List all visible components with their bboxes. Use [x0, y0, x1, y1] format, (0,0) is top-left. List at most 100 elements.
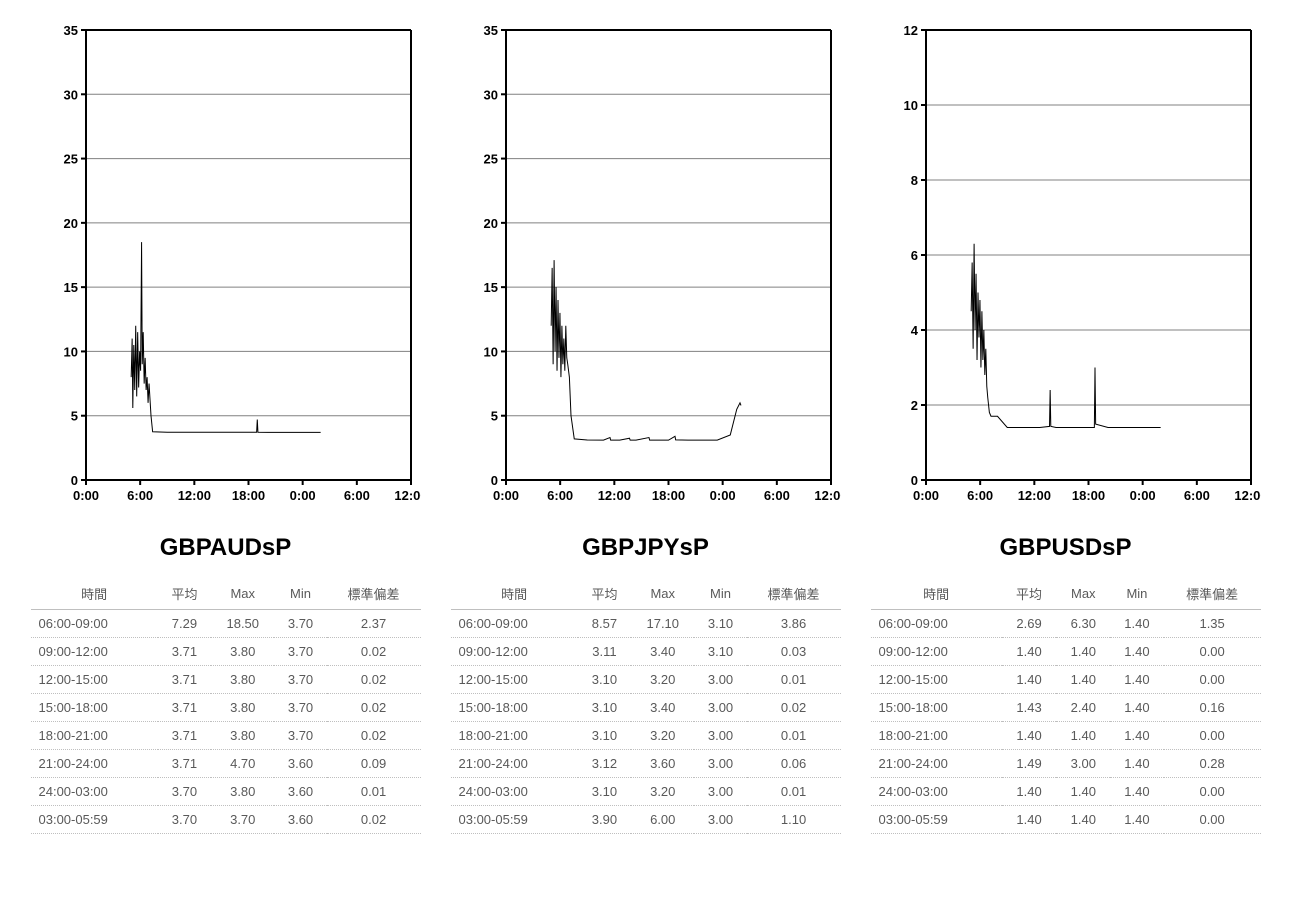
cell: 3.20	[631, 722, 694, 750]
table-row: 09:00-12:003.713.803.700.02	[31, 638, 421, 666]
chart-svg: 051015202530350:006:0012:0018:000:006:00…	[31, 20, 421, 520]
cell: 15:00-18:00	[871, 694, 1002, 722]
cell: 3.80	[211, 722, 274, 750]
x-tick-label: 6:00	[967, 488, 993, 503]
cell: 4.70	[211, 750, 274, 778]
x-tick-label: 12:00	[177, 488, 210, 503]
cell: 06:00-09:00	[31, 610, 158, 638]
table-row: 18:00-21:001.401.401.400.00	[871, 722, 1261, 750]
cell: 0.02	[747, 694, 841, 722]
cell: 1.40	[1002, 638, 1057, 666]
cell: 1.35	[1164, 610, 1261, 638]
cell: 0.00	[1164, 722, 1261, 750]
cell: 6.30	[1056, 610, 1110, 638]
x-tick-label: 12:00	[597, 488, 630, 503]
cell: 03:00-05:59	[871, 806, 1002, 834]
cell: 3.70	[158, 778, 211, 806]
cell: 3.10	[578, 778, 631, 806]
y-tick-label: 6	[910, 248, 917, 263]
cell: 1.40	[1056, 806, 1110, 834]
cell: 0.06	[747, 750, 841, 778]
cell: 0.09	[327, 750, 421, 778]
y-tick-label: 0	[910, 473, 917, 488]
x-tick-label: 12:00	[1234, 488, 1261, 503]
x-tick-label: 6:00	[127, 488, 153, 503]
cell: 0.16	[1164, 694, 1261, 722]
cell: 3.00	[1056, 750, 1110, 778]
table-row: 03:00-05:593.906.003.001.10	[451, 806, 841, 834]
cell: 3.70	[274, 638, 326, 666]
table-row: 21:00-24:003.123.603.000.06	[451, 750, 841, 778]
col-header: 平均	[1002, 578, 1057, 610]
x-tick-label: 0:00	[912, 488, 938, 503]
cell: 1.40	[1002, 806, 1057, 834]
y-tick-label: 15	[483, 280, 497, 295]
cell: 0.02	[327, 666, 421, 694]
cell: 3.80	[211, 694, 274, 722]
table-row: 12:00-15:003.103.203.000.01	[451, 666, 841, 694]
cell: 18.50	[211, 610, 274, 638]
cell: 3.71	[158, 666, 211, 694]
cell: 06:00-09:00	[451, 610, 578, 638]
chart-title: GBPUSDsP	[871, 534, 1261, 562]
cell: 1.40	[1110, 778, 1164, 806]
cell: 3.70	[274, 666, 326, 694]
cell: 1.40	[1056, 778, 1110, 806]
cell: 0.00	[1164, 778, 1261, 806]
table-header-row: 時間平均MaxMin標準偏差	[451, 578, 841, 610]
cell: 3.20	[631, 778, 694, 806]
cell: 03:00-05:59	[31, 806, 158, 834]
y-tick-label: 25	[63, 152, 77, 167]
table-row: 24:00-03:001.401.401.400.00	[871, 778, 1261, 806]
x-tick-label: 18:00	[231, 488, 264, 503]
cell: 3.70	[158, 806, 211, 834]
cell: 18:00-21:00	[451, 722, 578, 750]
y-tick-label: 15	[63, 280, 77, 295]
cell: 3.40	[631, 694, 694, 722]
cell: 24:00-03:00	[451, 778, 578, 806]
table-row: 09:00-12:001.401.401.400.00	[871, 638, 1261, 666]
cell: 09:00-12:00	[31, 638, 158, 666]
y-tick-label: 5	[490, 409, 497, 424]
chart-svg: 0246810120:006:0012:0018:000:006:0012:00	[871, 20, 1261, 520]
cell: 1.40	[1056, 722, 1110, 750]
cell: 1.43	[1002, 694, 1057, 722]
cell: 3.80	[211, 638, 274, 666]
cell: 1.40	[1110, 666, 1164, 694]
col-header: 標準偏差	[327, 578, 421, 610]
panel: 0246810120:006:0012:0018:000:006:0012:00…	[871, 20, 1261, 834]
table-row: 15:00-18:003.713.803.700.02	[31, 694, 421, 722]
col-header: 標準偏差	[747, 578, 841, 610]
cell: 8.57	[578, 610, 631, 638]
chart-area: 051015202530350:006:0012:0018:000:006:00…	[31, 20, 421, 520]
cell: 3.70	[274, 722, 326, 750]
table-row: 24:00-03:003.103.203.000.01	[451, 778, 841, 806]
y-tick-label: 12	[903, 23, 917, 38]
y-tick-label: 8	[910, 173, 917, 188]
stats-table: 時間平均MaxMin標準偏差06:00-09:008.5717.103.103.…	[451, 578, 841, 834]
cell: 3.00	[694, 778, 746, 806]
y-tick-label: 20	[483, 216, 497, 231]
y-tick-label: 5	[70, 409, 77, 424]
y-tick-label: 25	[483, 152, 497, 167]
col-header: 平均	[158, 578, 211, 610]
y-tick-label: 30	[483, 87, 497, 102]
y-tick-label: 10	[63, 344, 77, 359]
table-row: 12:00-15:003.713.803.700.02	[31, 666, 421, 694]
table-header-row: 時間平均MaxMin標準偏差	[871, 578, 1261, 610]
cell: 09:00-12:00	[451, 638, 578, 666]
cell: 3.10	[578, 666, 631, 694]
col-header: 平均	[578, 578, 631, 610]
cell: 3.00	[694, 666, 746, 694]
cell: 3.40	[631, 638, 694, 666]
table-row: 24:00-03:003.703.803.600.01	[31, 778, 421, 806]
chart-title: GBPJPYsP	[451, 534, 841, 562]
cell: 18:00-21:00	[31, 722, 158, 750]
cell: 12:00-15:00	[871, 666, 1002, 694]
x-tick-label: 6:00	[763, 488, 789, 503]
cell: 7.29	[158, 610, 211, 638]
panel: 051015202530350:006:0012:0018:000:006:00…	[31, 20, 421, 834]
cell: 3.00	[694, 806, 746, 834]
x-tick-label: 12:00	[394, 488, 421, 503]
cell: 3.11	[578, 638, 631, 666]
